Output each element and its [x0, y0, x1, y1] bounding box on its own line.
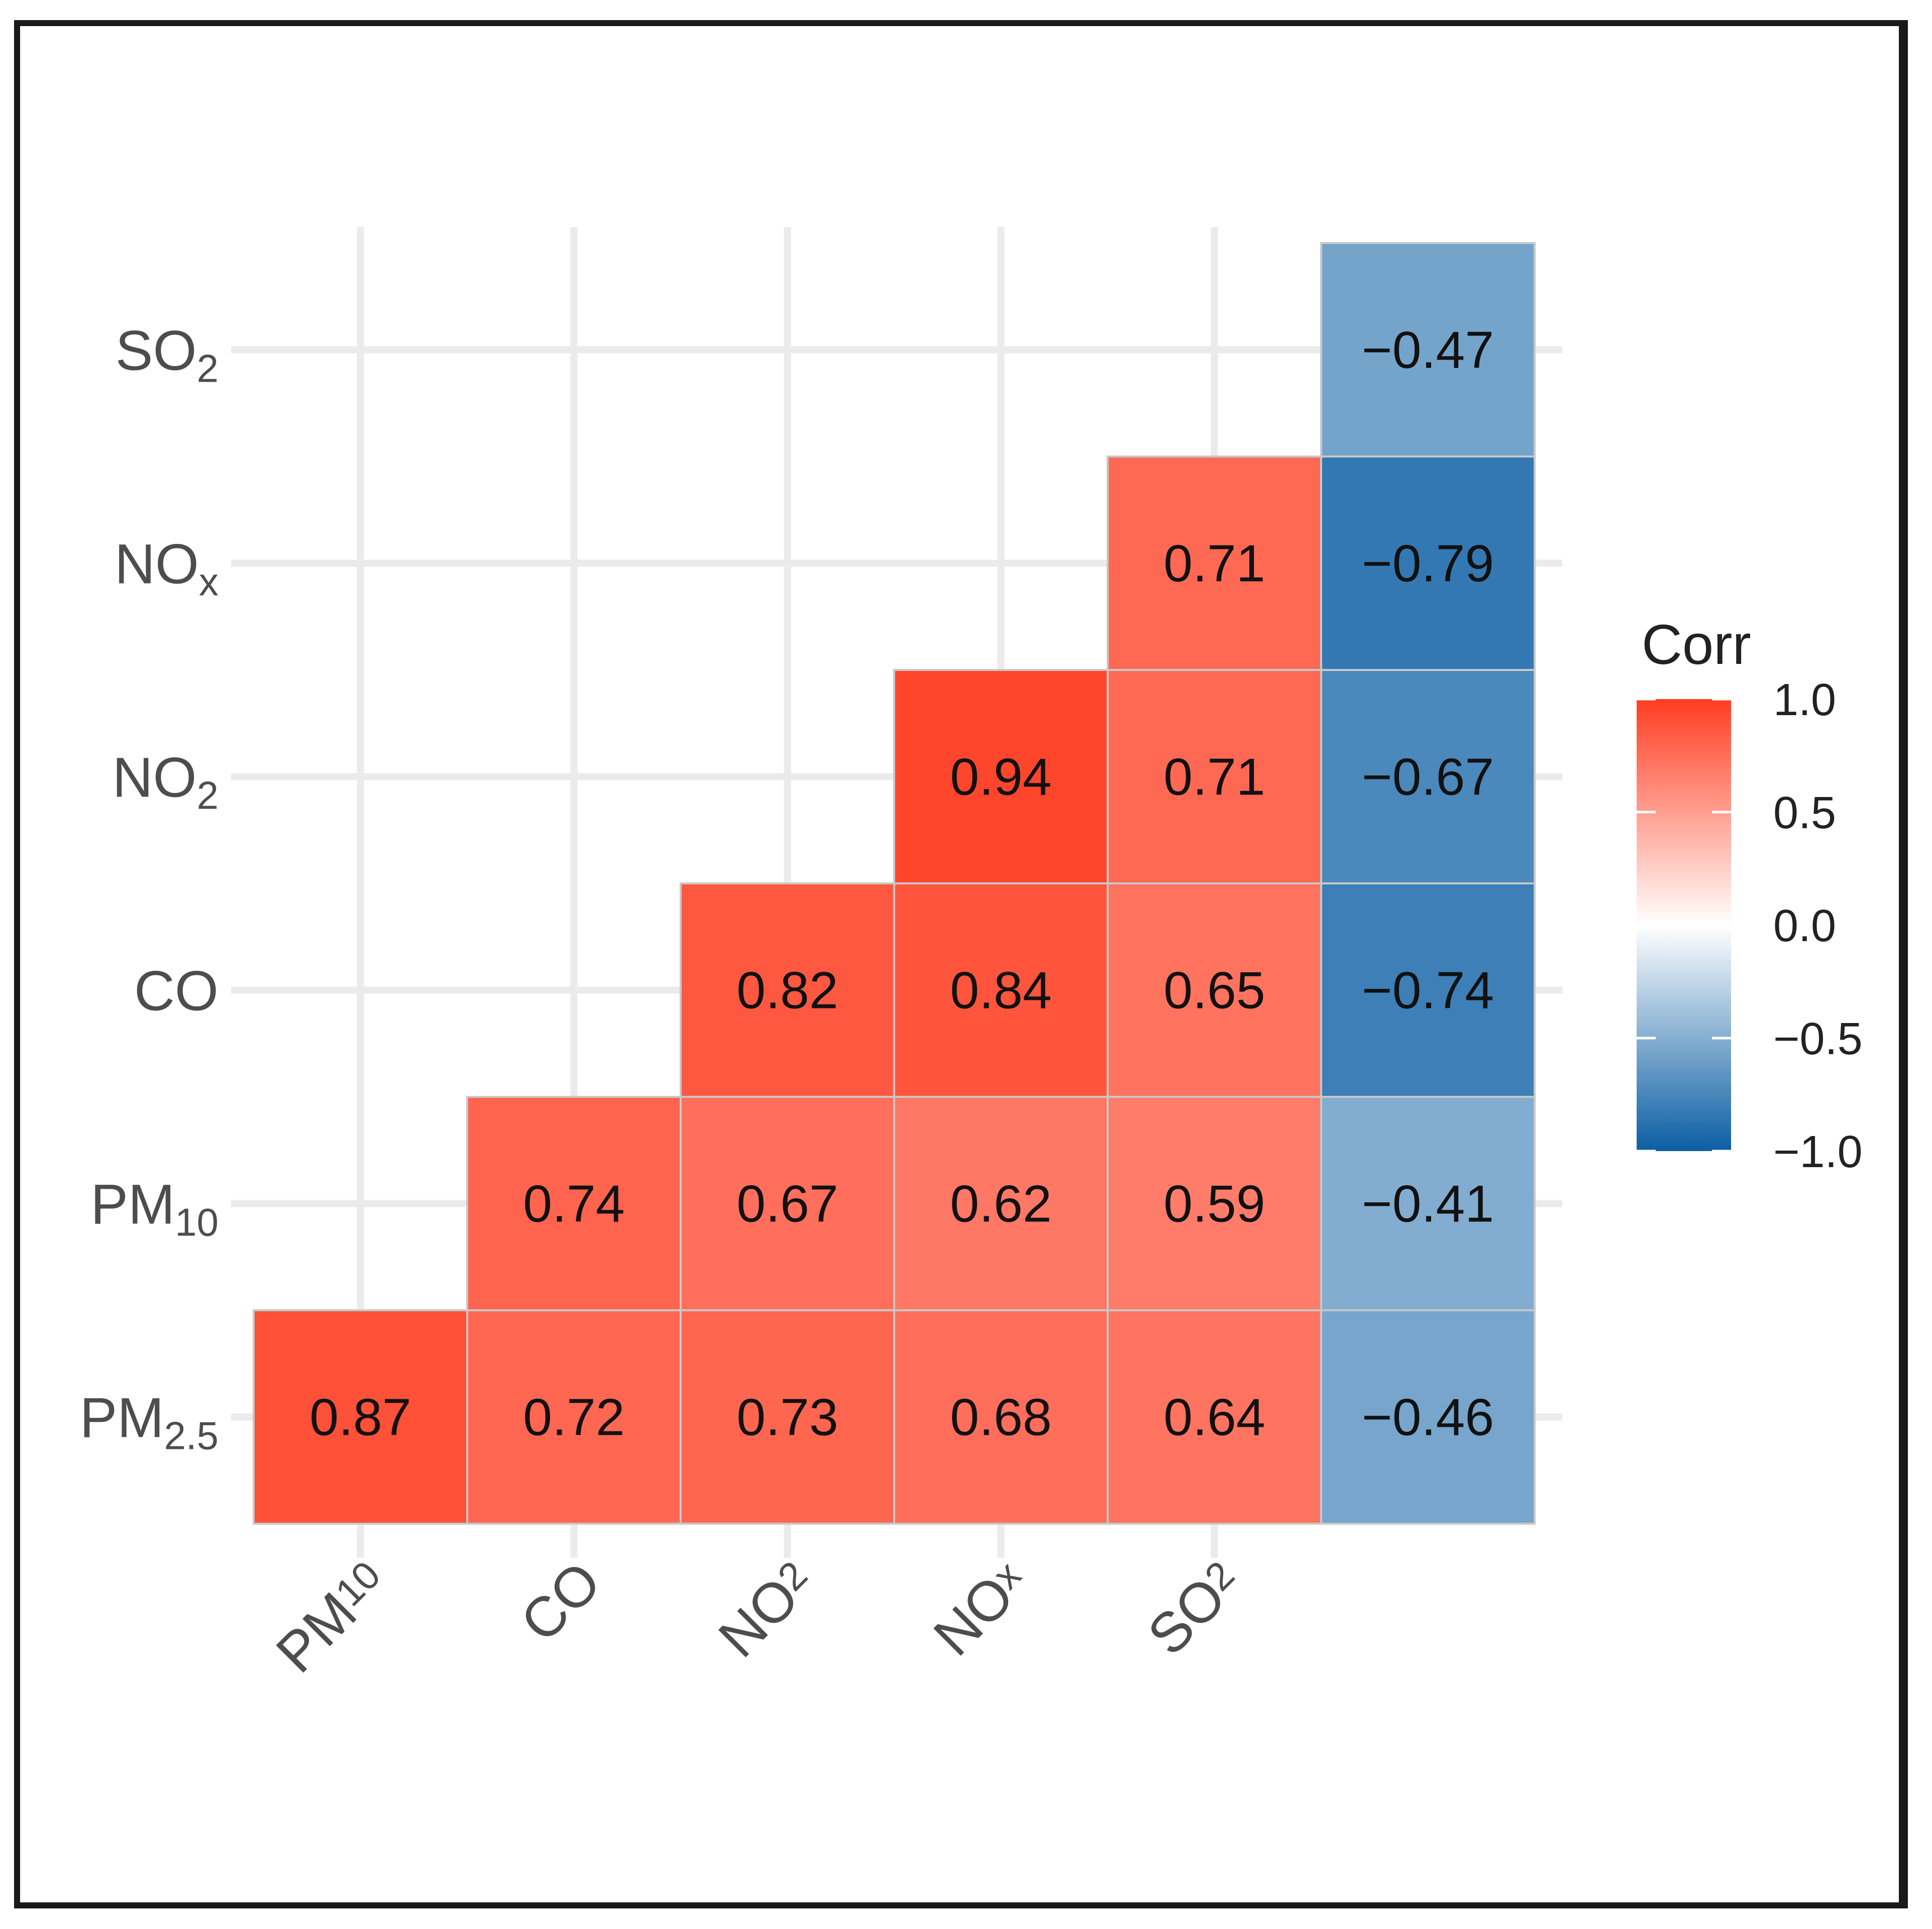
heatmap-cell-rect: [1320, 669, 1536, 884]
heatmap-cell: −0.67: [1320, 669, 1536, 884]
y-tick-label: SO2: [116, 319, 219, 391]
y-tick-label-base: CO: [134, 960, 219, 1023]
x-tick-label: SO2: [1136, 1550, 1253, 1667]
heatmap-cell-label: −0.67: [1362, 748, 1494, 807]
heatmap-cell: 0.84: [893, 882, 1109, 1098]
y-tick-label-subscript: 2: [197, 347, 219, 391]
heatmap-cell: 0.67: [680, 1096, 895, 1311]
legend-tick-label: −1.0: [1773, 1127, 1863, 1177]
heatmap-cell-rect: [893, 882, 1109, 1098]
heatmap-cell-label: 0.65: [1163, 962, 1265, 1020]
heatmap-cell-label: 0.84: [950, 962, 1051, 1020]
heatmap-cell: −0.74: [1320, 882, 1536, 1098]
x-tick-label: NO2: [707, 1550, 826, 1669]
y-tick-label-base: NO: [113, 746, 197, 809]
legend-title: Corr: [1642, 613, 1751, 676]
heatmap-cell: 0.94: [893, 669, 1109, 884]
heatmap-cell: 0.64: [1107, 1309, 1322, 1525]
y-tick-label-subscript: 2: [197, 773, 219, 818]
heatmap-cell: −0.79: [1320, 456, 1536, 671]
x-tick-label: NOx: [922, 1550, 1040, 1668]
heatmap-cell: 0.71: [1107, 669, 1322, 884]
heatmap-cell-label: 0.71: [1163, 535, 1265, 593]
y-tick-label-subscript: 2.5: [164, 1414, 219, 1458]
heatmap-cell-label: −0.41: [1362, 1175, 1494, 1233]
heatmap-cell-rect: [1107, 1309, 1322, 1525]
y-tick-label: NOx: [115, 533, 219, 604]
heatmap-cell-rect: [680, 1309, 895, 1525]
heatmap-cell-label: −0.47: [1362, 321, 1494, 380]
y-tick-label-subscript: x: [199, 560, 219, 604]
heatmap-cell-rect: [1320, 1096, 1536, 1311]
heatmap-cell: 0.68: [893, 1309, 1109, 1525]
heatmap-cell-rect: [466, 1096, 682, 1311]
heatmap-cell-rect: [1107, 669, 1322, 884]
heatmap-cell: 0.72: [466, 1309, 682, 1525]
heatmap-cell: 0.73: [680, 1309, 895, 1525]
legend-tick-label: −0.5: [1773, 1014, 1863, 1064]
heatmap-cell-label: 0.68: [950, 1389, 1051, 1447]
heatmap-cell-label: 0.94: [950, 748, 1051, 807]
x-tick-label: PM10: [264, 1550, 399, 1685]
heatmap-cells: 0.87 0.72 0.73 0.68 0.64 −0.46 0.74 0.67 0.62 0.5…: [253, 242, 1536, 1525]
heatmap-cell-label: 0.71: [1163, 748, 1265, 807]
heatmap-cell-rect: [893, 669, 1109, 884]
heatmap-cell-label: 0.62: [950, 1175, 1051, 1233]
heatmap-cell-rect: [1320, 242, 1536, 458]
heatmap-cell: 0.59: [1107, 1096, 1322, 1311]
x-tick-label: CO: [508, 1550, 612, 1654]
heatmap-cell-label: 0.73: [736, 1389, 838, 1447]
heatmap-cell-label: 0.59: [1163, 1175, 1265, 1233]
y-tick-label-subscript: 10: [175, 1200, 219, 1244]
heatmap-cell: 0.71: [1107, 456, 1322, 671]
heatmap-cell-label: −0.74: [1362, 962, 1494, 1020]
heatmap-cell-rect: [1320, 882, 1536, 1098]
heatmap-cell-label: 0.87: [309, 1389, 411, 1447]
heatmap-cell: −0.47: [1320, 242, 1536, 458]
legend-tick-label: 1.0: [1773, 675, 1836, 725]
figure-frame: 0.87 0.72 0.73 0.68 0.64 −0.46 0.74 0.67 0.62 0.5…: [14, 20, 1908, 1908]
heatmap-cell: 0.62: [893, 1096, 1109, 1311]
y-tick-label-base: SO: [116, 319, 197, 382]
y-tick-label-base: NO: [115, 533, 199, 596]
correlation-heatmap: 0.87 0.72 0.73 0.68 0.64 −0.46 0.74 0.67 0.62 0.5…: [80, 227, 1863, 1685]
legend: Corr 1.0 0.5 0.0 −0.5 −1.0: [1637, 613, 1863, 1177]
y-tick-label-base: PM: [80, 1387, 164, 1449]
heatmap-cell-label: 0.72: [523, 1389, 624, 1447]
heatmap-cell: 0.74: [466, 1096, 682, 1311]
heatmap-cell-rect: [253, 1309, 468, 1525]
heatmap-cell-label: 0.74: [523, 1175, 624, 1233]
x-tick-label-base: CO: [508, 1550, 612, 1654]
heatmap-cell-label: −0.79: [1362, 535, 1494, 593]
y-tick-label-base: PM: [90, 1173, 175, 1236]
legend-tick-label: 0.0: [1773, 901, 1836, 951]
heatmap-cell: −0.46: [1320, 1309, 1536, 1525]
heatmap-cell-label: 0.64: [1163, 1389, 1265, 1447]
heatmap-cell-rect: [1107, 456, 1322, 671]
heatmap-cell-label: 0.82: [736, 962, 838, 1020]
heatmap-cell: −0.41: [1320, 1096, 1536, 1311]
heatmap-cell: 0.82: [680, 882, 895, 1098]
heatmap-cell: 0.87: [253, 1309, 468, 1525]
heatmap-cell-rect: [893, 1096, 1109, 1311]
heatmap-cell-rect: [1107, 1096, 1322, 1311]
heatmap-cell-rect: [893, 1309, 1109, 1525]
y-tick-label: CO: [134, 960, 219, 1023]
heatmap-cell-label: 0.67: [736, 1175, 838, 1233]
y-tick-label: NO2: [113, 746, 219, 818]
heatmap-cell-label: −0.46: [1362, 1389, 1494, 1447]
y-tick-label: PM2.5: [80, 1387, 219, 1458]
legend-ticks: 1.0 0.5 0.0 −0.5 −1.0: [1637, 675, 1863, 1177]
y-tick-label: PM10: [90, 1173, 219, 1244]
heatmap-cell-rect: [466, 1309, 682, 1525]
x-axis: PM10 CO NO2 NOx SO2: [264, 1550, 1253, 1685]
heatmap-cell-rect: [1320, 456, 1536, 671]
legend-tick-label: 0.5: [1773, 788, 1836, 838]
heatmap-cell-rect: [680, 882, 895, 1098]
heatmap-cell: 0.65: [1107, 882, 1322, 1098]
